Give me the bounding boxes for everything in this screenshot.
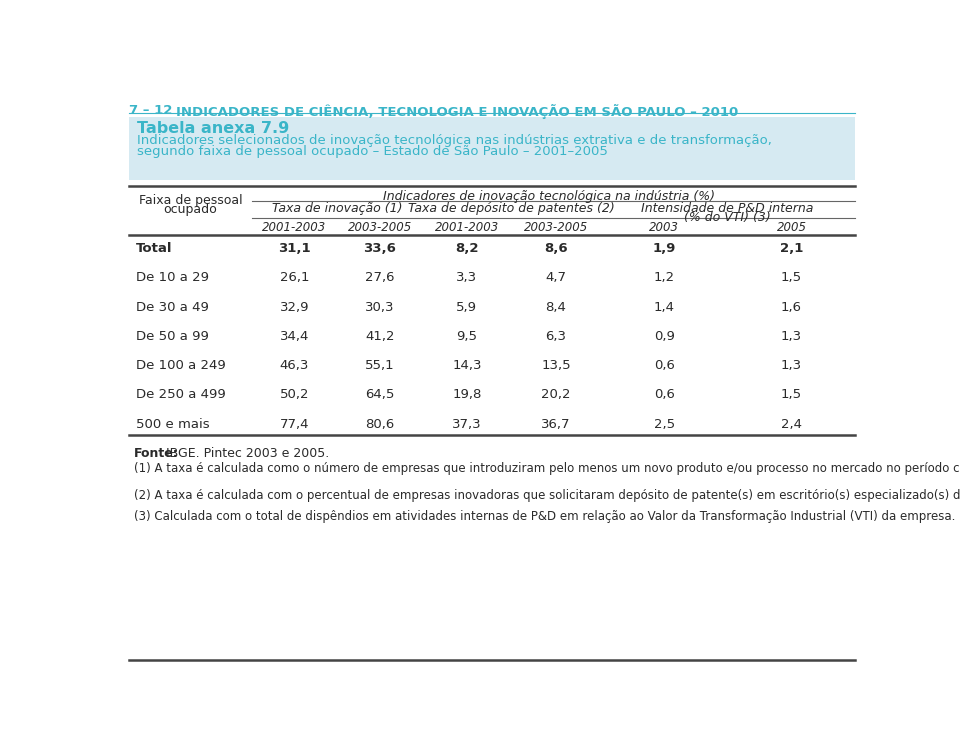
Text: (3) Calculada com o total de dispêndios em atividades internas de P&D em relação: (3) Calculada com o total de dispêndios … [134,510,955,523]
Text: 8,2: 8,2 [455,242,479,255]
Text: 1,5: 1,5 [781,271,803,285]
Text: segundo faixa de pessoal ocupado – Estado de São Paulo – 2001–2005: segundo faixa de pessoal ocupado – Estad… [137,145,608,158]
Text: 2003: 2003 [649,221,680,235]
Text: 0,6: 0,6 [654,388,675,401]
Text: 50,2: 50,2 [279,388,309,401]
Text: 8,4: 8,4 [545,300,566,314]
Text: 1,3: 1,3 [781,330,803,343]
Text: 20,2: 20,2 [541,388,570,401]
Text: 37,3: 37,3 [452,418,482,431]
Text: Faixa de pessoal: Faixa de pessoal [138,193,242,207]
Text: 46,3: 46,3 [279,359,309,372]
Text: IBGE. Pintec 2003 e 2005.: IBGE. Pintec 2003 e 2005. [162,447,329,460]
Text: Tabela anexa 7.9: Tabela anexa 7.9 [137,121,289,136]
Text: 80,6: 80,6 [365,418,395,431]
Text: 0,6: 0,6 [654,359,675,372]
Text: 26,1: 26,1 [279,271,309,285]
Text: 30,3: 30,3 [365,300,395,314]
Text: 1,3: 1,3 [781,359,803,372]
Text: 41,2: 41,2 [365,330,395,343]
FancyBboxPatch shape [130,117,854,180]
Text: 36,7: 36,7 [541,418,570,431]
Text: ocupado: ocupado [163,203,217,216]
Text: 19,8: 19,8 [452,388,482,401]
Text: De 250 a 499: De 250 a 499 [135,388,226,401]
Text: 3,3: 3,3 [456,271,477,285]
Text: 4,7: 4,7 [545,271,566,285]
Text: De 100 a 249: De 100 a 249 [135,359,226,372]
Text: 33,6: 33,6 [363,242,396,255]
Text: 0,9: 0,9 [654,330,675,343]
Text: De 10 a 29: De 10 a 29 [135,271,208,285]
Text: (2) A taxa é calculada com o percentual de empresas inovadoras que solicitaram d: (2) A taxa é calculada com o percentual … [134,489,960,501]
Text: Indicadores selecionados de inovação tecnológica nas indústrias extrativa e de t: Indicadores selecionados de inovação tec… [137,134,772,146]
Text: 5,9: 5,9 [456,300,477,314]
Text: 2003-2005: 2003-2005 [348,221,412,235]
Text: 31,1: 31,1 [278,242,311,255]
Text: Indicadores de inovação tecnológica na indústria (%): Indicadores de inovação tecnológica na i… [383,190,714,202]
Text: 27,6: 27,6 [365,271,395,285]
Text: 32,9: 32,9 [279,300,309,314]
Text: 2005: 2005 [777,221,806,235]
Text: 14,3: 14,3 [452,359,482,372]
Text: Total: Total [135,242,172,255]
Text: 64,5: 64,5 [365,388,395,401]
Text: 1,4: 1,4 [654,300,675,314]
Text: Taxa de inovação (1): Taxa de inovação (1) [272,202,402,215]
Text: 9,5: 9,5 [456,330,477,343]
Text: 2001-2003: 2001-2003 [262,221,326,235]
Text: 8,6: 8,6 [544,242,567,255]
Text: 2001-2003: 2001-2003 [435,221,499,235]
Text: 1,9: 1,9 [653,242,676,255]
Text: 77,4: 77,4 [279,418,309,431]
Text: (% do VTI) (3): (% do VTI) (3) [684,211,771,224]
Text: 7 – 12: 7 – 12 [130,105,173,117]
Text: 2,4: 2,4 [781,418,802,431]
Text: De 30 a 49: De 30 a 49 [135,300,208,314]
Text: Intensidade de P&D interna: Intensidade de P&D interna [641,202,814,215]
Text: Taxa de depósito de patentes (2): Taxa de depósito de patentes (2) [408,202,614,215]
Text: 1,5: 1,5 [781,388,803,401]
Text: 2,1: 2,1 [780,242,804,255]
Text: Fonte:: Fonte: [134,447,179,460]
Text: 6,3: 6,3 [545,330,566,343]
Text: De 50 a 99: De 50 a 99 [135,330,208,343]
Text: 34,4: 34,4 [279,330,309,343]
Text: (1) A taxa é calculada como o número de empresas que introduziram pelo menos um : (1) A taxa é calculada como o número de … [134,462,960,475]
Text: 1,2: 1,2 [654,271,675,285]
Text: 2003-2005: 2003-2005 [524,221,588,235]
Text: 500 e mais: 500 e mais [135,418,209,431]
Text: 1,6: 1,6 [781,300,802,314]
Text: 55,1: 55,1 [365,359,395,372]
Text: INDICADORES DE CIÊNCIA, TECNOLOGIA E INOVAÇÃO EM SÃO PAULO – 2010: INDICADORES DE CIÊNCIA, TECNOLOGIA E INO… [176,105,738,120]
Text: 2,5: 2,5 [654,418,675,431]
Text: 13,5: 13,5 [541,359,571,372]
